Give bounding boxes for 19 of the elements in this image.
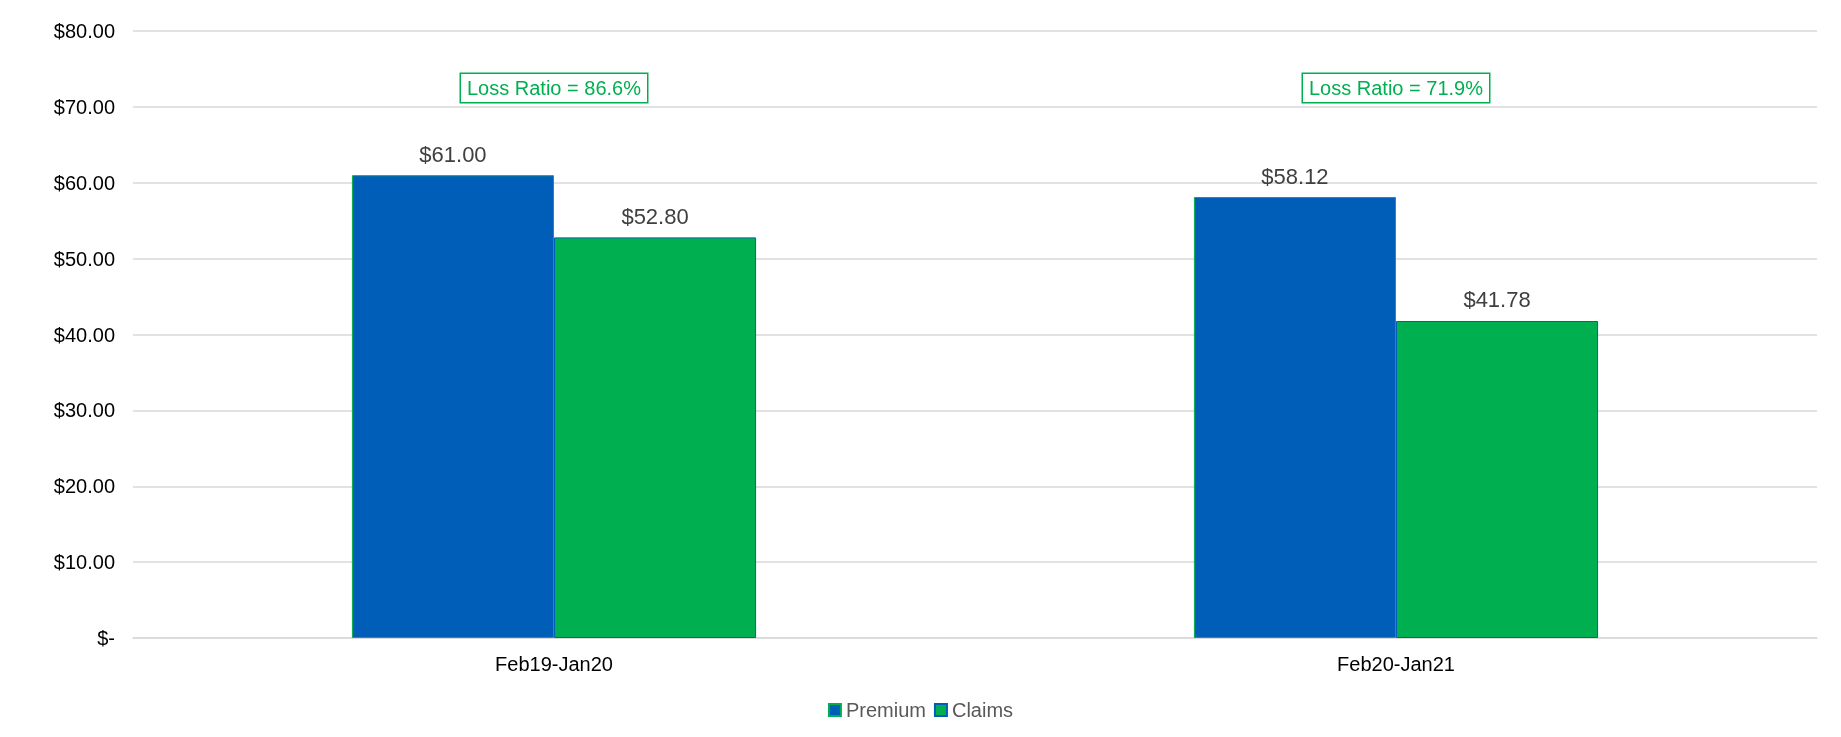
y-tick-label: $60.00 (53, 171, 115, 194)
data-label: $61.00 (419, 141, 487, 167)
y-tick-label: $40.00 (53, 323, 115, 346)
annotation: Loss Ratio = 71.9% (1309, 77, 1484, 99)
y-tick-label: $20.00 (53, 475, 115, 498)
y-tick-label: $- (97, 627, 115, 649)
data-label: $58.12 (1261, 163, 1329, 189)
y-tick-label: $30.00 (53, 399, 115, 422)
y-tick-label: $50.00 (53, 247, 115, 270)
x-tick-label: Feb19-Jan20 (495, 653, 613, 675)
y-tick-label: $80.00 (53, 20, 115, 42)
x-tick-label: Feb20-Jan21 (1337, 653, 1455, 675)
legend-label: Claims (951, 699, 1014, 721)
data-label: $41.78 (1463, 287, 1531, 313)
annotation: Loss Ratio = 86.6% (467, 77, 642, 99)
y-tick-label: $70.00 (53, 95, 115, 118)
legend-label: Premium (845, 699, 926, 721)
data-label: $52.80 (621, 203, 689, 229)
y-tick-label: $10.00 (53, 551, 115, 574)
